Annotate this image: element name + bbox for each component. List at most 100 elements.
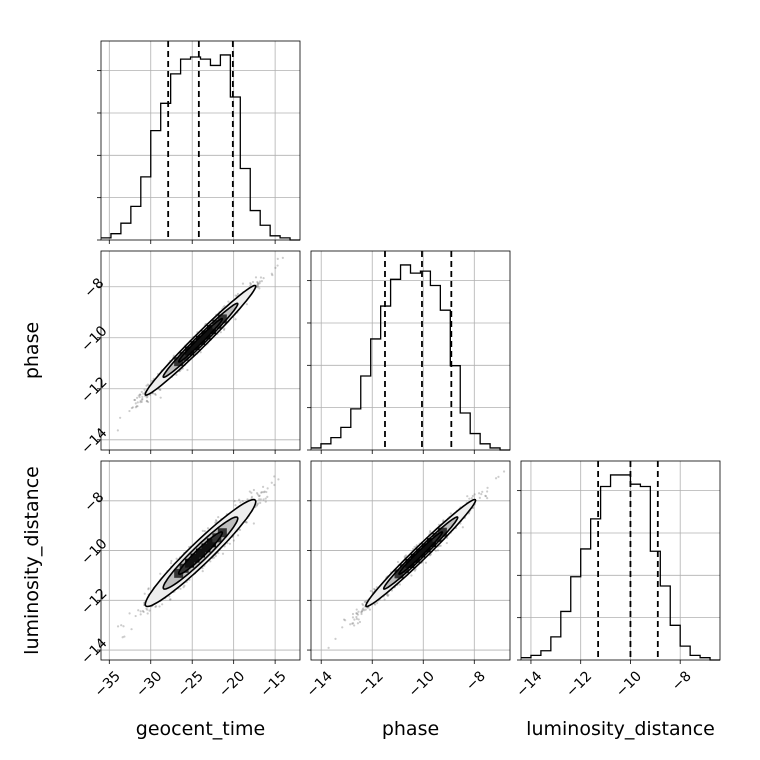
x-tick-label: −30 <box>133 668 165 700</box>
sample-point <box>203 530 206 533</box>
sample-point <box>141 398 144 401</box>
sample-point <box>363 609 366 612</box>
density-bin <box>196 548 205 558</box>
sample-point <box>410 574 413 577</box>
histogram-luminosity_distance <box>521 474 720 661</box>
sample-point <box>186 368 189 372</box>
sample-point <box>121 636 124 639</box>
hist-geocent_time-frame <box>100 40 301 241</box>
sample-point <box>494 477 498 480</box>
sample-point <box>484 494 487 497</box>
y-tick-label: −12 <box>78 374 110 406</box>
density-bin <box>196 335 205 345</box>
density-geocent_time-luminosity_distance <box>116 475 280 639</box>
sample-point <box>486 486 489 489</box>
pair-0-frame <box>100 250 301 451</box>
sample-point <box>139 393 142 396</box>
sample-point <box>154 392 157 396</box>
sample-point <box>271 273 274 277</box>
sample-point <box>261 491 264 494</box>
sample-point <box>403 555 406 558</box>
sample-point <box>223 304 226 308</box>
sample-point <box>142 392 145 395</box>
sample-point <box>361 602 364 606</box>
sample-point <box>161 603 164 606</box>
sample-point <box>147 400 150 404</box>
x-tick-label: −25 <box>175 668 207 700</box>
sample-point <box>155 605 158 608</box>
sample-point <box>139 399 142 402</box>
hist-luminosity_distance-frame <box>520 460 721 661</box>
contour-inner <box>177 531 224 576</box>
sample-point <box>159 572 162 575</box>
sample-point <box>473 493 476 496</box>
sample-point <box>274 266 277 269</box>
density-bin <box>206 538 216 548</box>
sample-point <box>139 401 142 404</box>
density-bin <box>212 319 222 329</box>
sample-point <box>120 624 123 627</box>
contour-mid <box>162 302 239 379</box>
x-tick-label: −10 <box>406 668 438 700</box>
sample-point <box>122 625 125 628</box>
sample-point <box>170 559 173 563</box>
sample-point <box>445 541 448 545</box>
y-axis-label-luminosity_distance: luminosity_distance <box>21 466 43 655</box>
sample-point <box>233 500 236 503</box>
x-tick-label: −35 <box>92 668 124 700</box>
sample-point <box>355 612 358 615</box>
sample-point <box>182 586 185 589</box>
sample-point <box>256 493 259 496</box>
sample-point <box>266 487 269 490</box>
sample-point <box>413 569 416 572</box>
sample-point <box>254 276 258 279</box>
sample-point <box>429 530 432 533</box>
sample-point <box>130 628 133 631</box>
density-bin <box>201 543 211 553</box>
contour-outer <box>365 498 477 608</box>
sample-point <box>386 594 390 598</box>
y-tick-label: −12 <box>78 586 110 618</box>
density-bin <box>201 330 211 340</box>
x-tick-label: −14 <box>513 668 545 700</box>
sample-point <box>141 395 144 398</box>
sample-point <box>249 283 253 286</box>
sample-point <box>361 609 364 612</box>
sample-point <box>466 495 469 498</box>
sample-point <box>415 544 418 547</box>
sample-point <box>363 600 366 604</box>
sample-point <box>154 605 157 608</box>
sample-point <box>256 280 259 284</box>
sample-point <box>353 624 356 627</box>
sample-point <box>383 598 386 601</box>
x-tick-label: −20 <box>216 668 248 700</box>
sample-point <box>256 283 259 286</box>
sample-point <box>158 388 162 391</box>
hist-phase-grid <box>311 251 510 450</box>
sample-point <box>281 256 284 259</box>
sample-point <box>439 544 442 547</box>
sample-point <box>116 429 119 432</box>
sample-point <box>424 561 428 564</box>
sample-point <box>133 398 136 402</box>
sample-point <box>116 625 120 628</box>
sample-point <box>368 608 371 611</box>
sample-point <box>152 392 155 395</box>
sample-point <box>221 552 225 555</box>
sample-point <box>273 475 276 478</box>
density-bin <box>206 325 216 335</box>
sample-point <box>143 388 146 391</box>
sample-point <box>353 618 356 621</box>
sample-point <box>414 568 417 571</box>
contour-outer <box>144 498 257 608</box>
sample-point <box>385 593 389 597</box>
density-bin <box>190 341 200 351</box>
sample-point <box>146 383 149 386</box>
sample-point <box>209 560 212 563</box>
x-axis-label-luminosity_distance: luminosity_distance <box>526 718 715 740</box>
sample-point <box>255 492 259 495</box>
density-bin <box>190 553 200 563</box>
sample-point <box>351 612 355 616</box>
sample-point <box>259 498 262 501</box>
x-tick-label: −14 <box>304 668 336 700</box>
